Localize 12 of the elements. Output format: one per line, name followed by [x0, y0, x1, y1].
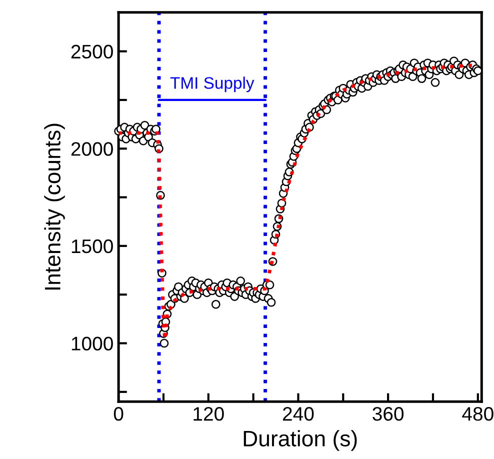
annotation: TMI Supply — [170, 76, 254, 92]
x-tick-label: 0 — [114, 407, 124, 421]
x-tick-label: 240 — [282, 407, 314, 421]
x-tick-label: 480 — [462, 407, 494, 421]
y-tick-label: 2000 — [71, 142, 113, 156]
y-tick-label: 1000 — [72, 336, 113, 350]
y-tick-label: 1500 — [72, 239, 113, 254]
y-axis-title: Intensity (counts) — [44, 124, 65, 290]
x-axis-title: Duration (s) — [244, 430, 357, 451]
x-tick-label: 120 — [194, 407, 224, 421]
y-tick-label: 2500 — [71, 44, 113, 59]
x-tick-label: 360 — [372, 407, 404, 421]
